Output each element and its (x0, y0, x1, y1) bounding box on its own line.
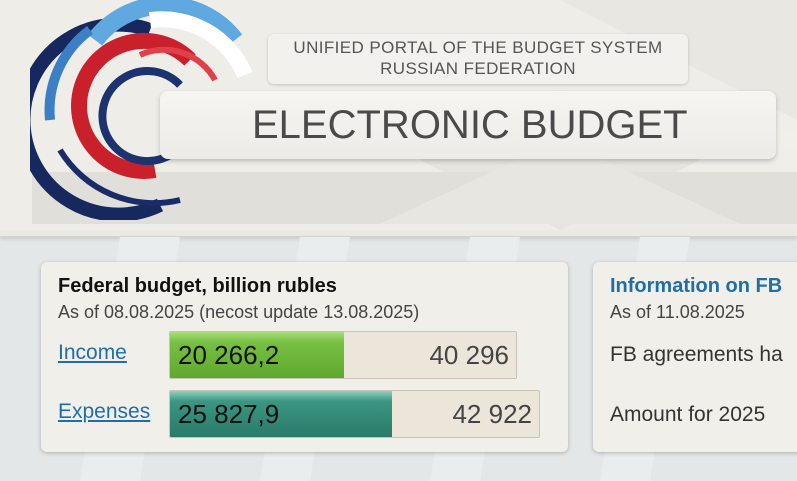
income-bar-fill (170, 332, 345, 378)
site-title: ELECTRONIC BUDGET (160, 91, 776, 159)
fb-agreements-label: FB agreements ha (610, 343, 783, 366)
expenses-plan-value: 42 922 (452, 399, 532, 429)
fb-amount-label: Amount for 2025 (610, 403, 766, 426)
income-fact-value: 20 266,2 (178, 340, 280, 370)
portal-name-line1: UNIFIED PORTAL OF THE BUDGET SYSTEM (293, 38, 663, 57)
federal-budget-title: Federal budget, billion rubles (58, 275, 337, 297)
expenses-bar: 25 827,9 42 922 (169, 390, 540, 438)
expenses-fact-value: 25 827,9 (178, 399, 280, 429)
portal-name-box: UNIFIED PORTAL OF THE BUDGET SYSTEM RUSS… (268, 34, 688, 84)
income-bar: 20 266,2 40 296 (169, 331, 517, 379)
income-link[interactable]: Income (58, 341, 127, 364)
expenses-bar-fill (170, 391, 393, 437)
expenses-link[interactable]: Expenses (58, 400, 151, 423)
electronic-budget-logo (30, 0, 253, 220)
fb-info-title[interactable]: Information on FB (610, 275, 783, 297)
fb-info-date: As of 11.08.2025 (610, 302, 745, 322)
portal-header: UNIFIED PORTAL OF THE BUDGET SYSTEM RUSS… (0, 0, 797, 237)
federal-budget-date: As of 08.08.2025 (necost update 13.08.20… (58, 302, 420, 322)
income-plan-value: 40 296 (429, 340, 509, 370)
fb-info-card: Information on FB As of 11.08.2025 (593, 262, 797, 452)
portal-name-line2: RUSSIAN FEDERATION (380, 59, 576, 78)
